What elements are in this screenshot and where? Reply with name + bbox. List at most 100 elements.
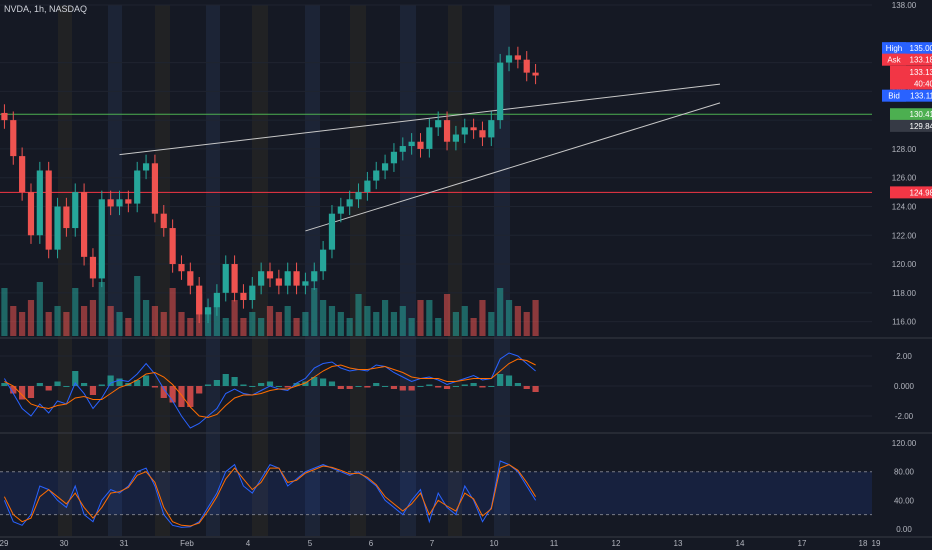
price-label-tag [882,53,906,66]
macd-histogram-bar [488,386,495,387]
volume-bar [488,312,495,336]
stoch-band [0,471,872,515]
volume-bar [479,300,486,336]
volume-bar [116,312,123,336]
volume-bar [98,282,105,336]
candle-body [72,192,79,229]
macd-histogram-bar [426,384,433,386]
time-tick-label: 13 [674,539,683,548]
candle-body [125,199,132,204]
macd-histogram-bar [328,381,336,386]
wedge-trendline [305,102,721,232]
candle-body [142,163,150,171]
price-label-value: 129.84 [910,122,932,131]
session-band [58,5,72,536]
macd-histogram-bar [302,381,309,386]
price-label-box [890,65,932,78]
price-label-value: 124.98 [910,188,932,197]
macd-histogram-bar [116,378,123,386]
volume-bar [302,312,309,336]
macd-histogram-bar [364,386,371,388]
session-band [155,5,170,536]
macd-histogram-bar [284,386,291,388]
candle-body [275,278,282,286]
candle-body [187,271,194,286]
volume-bar [81,306,88,336]
time-tick-label: 18 [859,539,868,548]
macd-histogram-bar [355,386,362,387]
time-tick-label: 4 [246,539,251,548]
macd-histogram-bar [497,374,504,386]
volume-bar [240,318,247,336]
volume-bar [408,318,415,336]
macd-histogram-bar [452,386,459,387]
price-tick-label: 124.00 [892,202,917,211]
volume-bar [178,312,185,336]
candle-body [311,271,318,282]
stoch-k-line [3,460,537,528]
price-label-box [890,119,932,132]
candle-body [514,55,521,60]
volume-bar [346,318,353,336]
volume-bar [364,306,371,336]
time-tick-label: 11 [550,539,559,548]
price-tick-label: 126.00 [892,174,917,183]
wedge-trendline [119,83,721,156]
time-tick-label: 7 [430,539,435,548]
candle-body [417,141,424,149]
candle-body [134,170,141,204]
macd-histogram-bar [10,386,17,394]
candle-body [204,307,212,315]
candle-body [1,112,8,121]
candle-body [346,199,353,207]
price-tick-label: 138.00 [892,1,917,10]
candle-body [390,151,398,164]
price-label-box [890,186,932,199]
macd-histogram-bar [417,386,424,387]
candle-body [169,228,176,265]
macd-tick-label: 2.00 [896,352,912,361]
candle-body [222,264,229,293]
candle-body [373,170,380,181]
price-tick-label: 120.00 [892,260,917,269]
candle-body [258,271,265,286]
candle-body [452,134,459,142]
volume-bar [142,300,150,336]
stoch-tick-label: 40.00 [894,496,915,505]
price-label-value: 133.18 [910,56,932,65]
volume-bar [443,294,451,336]
candle-body [443,120,451,142]
volume-bar [381,300,389,336]
price-label-tag [882,42,906,55]
macd-histogram-bar [169,386,176,403]
candle-body [213,292,220,308]
volume-bar [89,300,97,336]
time-tick-label: 19 [872,539,881,548]
volume-bar [107,306,114,336]
macd-histogram-bar [470,383,477,386]
volume-bar [249,312,256,336]
candle-body [240,292,247,301]
time-tick-label: 12 [612,539,621,548]
candle-body [364,180,371,193]
macd-line [3,352,536,429]
macd-histogram-bar [266,381,274,386]
price-label-tag-text: Ask [887,56,901,65]
price-label-tag-text: High [886,44,902,53]
macd-signal-line [4,358,536,419]
candle-body [81,192,88,257]
volume-bar [532,300,539,336]
macd-histogram-bar [523,386,530,389]
macd-histogram-bar [275,386,282,387]
price-tick-label: 118.00 [892,289,916,298]
candle-body [196,285,203,315]
macd-histogram-bar [45,386,52,391]
macd-histogram-bar [27,386,35,398]
candle-body [470,127,477,131]
volume-bar [169,288,176,336]
macd-histogram-bar [63,386,70,387]
volume-bar [151,306,159,336]
time-tick-label: Feb [180,539,194,548]
volume-bar [426,300,433,336]
